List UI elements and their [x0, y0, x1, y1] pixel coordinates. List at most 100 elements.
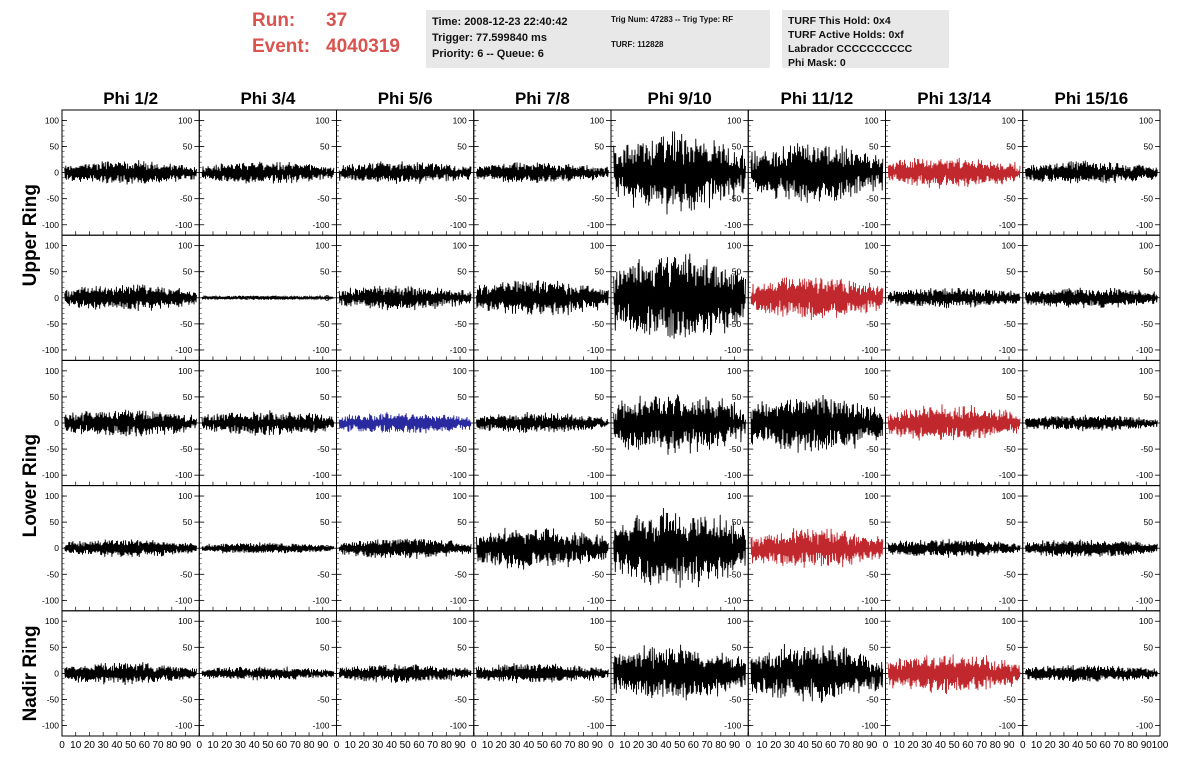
y-tick-label: 100 [178, 115, 192, 125]
x-tick-label: 30 [509, 740, 521, 751]
x-tick-label: 30 [98, 740, 110, 751]
y-tick-label: -100 [450, 345, 467, 355]
waveform-trace [887, 157, 1021, 189]
y-tick-label: -100 [1136, 345, 1153, 355]
y-tick-label: 50 [183, 517, 193, 527]
x-tick-label: 90 [866, 740, 878, 751]
y-tick-label: -100 [724, 595, 741, 605]
y-tick-label: 50 [732, 142, 742, 152]
x-tick-label: 40 [386, 740, 398, 751]
y-tick-label: 100 [453, 616, 467, 626]
waveform-trace [750, 394, 884, 453]
y-tick-label: -100 [724, 470, 741, 480]
column-header: Phi 7/8 [515, 89, 570, 108]
waveform-trace [613, 253, 746, 339]
y-tick-label: 50 [595, 267, 605, 277]
x-tick-label: 90 [592, 740, 604, 751]
x-tick-label: 30 [372, 740, 384, 751]
y-tick-label: 50 [732, 392, 742, 402]
y-tick-label: -100 [175, 595, 192, 605]
y-tick-label: 100 [45, 616, 59, 626]
y-tick-label: 50 [732, 642, 742, 652]
y-tick-label: 100 [727, 491, 741, 501]
y-tick-label: -50 [454, 319, 467, 329]
x-tick-label: 0 [471, 740, 477, 751]
waveform-trace [338, 285, 472, 311]
y-tick-label: 100 [315, 115, 329, 125]
y-tick-label: 100 [453, 115, 467, 125]
x-tick-label: 60 [825, 740, 837, 751]
y-tick-label: -50 [1003, 569, 1016, 579]
y-tick-label: 100 [727, 115, 741, 125]
y-tick-label: 100 [1002, 616, 1016, 626]
waveform-trace [201, 666, 335, 681]
x-tick-label: 90 [1141, 740, 1153, 751]
y-tick-label: -100 [42, 345, 59, 355]
row-label: Lower Ring [20, 434, 41, 537]
x-tick-label: 40 [111, 740, 123, 751]
y-tick-label: -50 [1003, 319, 1016, 329]
turf-info-box: TURF This Hold: 0x4 TURF Active Holds: 0… [782, 10, 949, 69]
waveform-trace [64, 409, 197, 437]
x-tick-label: 90 [180, 740, 192, 751]
x-tick-label: 10 [1031, 740, 1043, 751]
y-tick-label: 0 [54, 293, 59, 303]
y-tick-label: 50 [869, 142, 879, 152]
y-tick-label: -50 [866, 319, 879, 329]
x-tick-label: 40 [935, 740, 947, 751]
y-tick-label: 100 [178, 366, 192, 376]
y-tick-label: 50 [320, 642, 330, 652]
y-tick-label: -100 [724, 345, 741, 355]
y-tick-label: 50 [595, 392, 605, 402]
x-tick-label: 20 [221, 740, 233, 751]
y-tick-label: 50 [50, 267, 60, 277]
y-tick-label: 50 [50, 142, 60, 152]
y-tick-label: 100 [864, 241, 878, 251]
x-tick-label: 40 [249, 740, 261, 751]
y-tick-label: -50 [592, 444, 605, 454]
y-tick-label: -100 [42, 595, 59, 605]
y-tick-label: -100 [587, 470, 604, 480]
y-tick-label: -100 [42, 220, 59, 230]
y-tick-label: -50 [180, 194, 193, 204]
y-tick-label: -50 [729, 319, 742, 329]
y-tick-label: -50 [866, 694, 879, 704]
y-tick-label: -100 [312, 595, 329, 605]
y-tick-label: 100 [178, 241, 192, 251]
waveform-trace [338, 412, 472, 434]
y-tick-label: -50 [1003, 694, 1016, 704]
x-tick-label: 60 [139, 740, 151, 751]
x-tick-label: 90 [729, 740, 741, 751]
y-tick-label: 50 [183, 142, 193, 152]
x-tick-label: 20 [770, 740, 782, 751]
y-tick-label: 50 [457, 142, 467, 152]
event-value: 4040319 [326, 36, 400, 57]
y-tick-label: 50 [1006, 642, 1016, 652]
y-tick-label: -100 [999, 721, 1016, 731]
waveform-trace [1025, 664, 1158, 682]
waveform-trace [1025, 539, 1158, 558]
x-tick-label: 40 [1072, 740, 1084, 751]
y-tick-label: -100 [587, 595, 604, 605]
x-tick-label: 10 [70, 740, 82, 751]
waveform-trace [1025, 414, 1158, 432]
column-header: Phi 11/12 [780, 89, 853, 108]
y-tick-label: 50 [320, 517, 330, 527]
x-tick-label: 50 [400, 740, 412, 751]
y-tick-label: 50 [595, 517, 605, 527]
x-tick-label: 0 [608, 740, 614, 751]
column-header: Phi 15/16 [1055, 89, 1129, 108]
x-tick-label: 20 [496, 740, 508, 751]
column-header: Phi 9/10 [647, 89, 711, 108]
turf-this-hold-text: TURF This Hold: 0x4 [788, 15, 891, 27]
waveform-trace [613, 507, 746, 588]
y-tick-label: -100 [724, 220, 741, 230]
x-tick-label: 10 [482, 740, 494, 751]
y-tick-label: 50 [1006, 267, 1016, 277]
x-tick-label: 70 [427, 740, 439, 751]
y-tick-label: -50 [454, 194, 467, 204]
y-tick-label: 100 [590, 616, 604, 626]
priority-text: Priority: 6 -- Queue: 6 [432, 48, 544, 60]
x-tick-label: 50 [1086, 740, 1098, 751]
run-row: Run: 37 [252, 8, 422, 34]
